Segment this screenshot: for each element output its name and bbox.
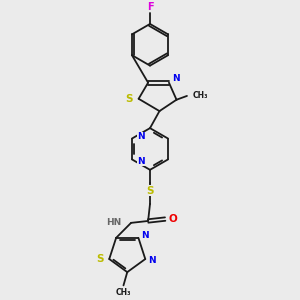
Text: O: O xyxy=(168,214,177,224)
Text: CH₃: CH₃ xyxy=(193,92,208,100)
Text: S: S xyxy=(146,186,154,196)
Text: F: F xyxy=(147,2,153,12)
Text: CH₃: CH₃ xyxy=(116,287,131,296)
Text: N: N xyxy=(172,74,179,83)
Text: N: N xyxy=(138,132,145,141)
Text: S: S xyxy=(125,94,133,104)
Text: N: N xyxy=(141,230,149,239)
Text: HN: HN xyxy=(106,218,122,227)
Text: N: N xyxy=(148,256,156,266)
Text: S: S xyxy=(96,254,103,264)
Text: N: N xyxy=(138,157,145,166)
